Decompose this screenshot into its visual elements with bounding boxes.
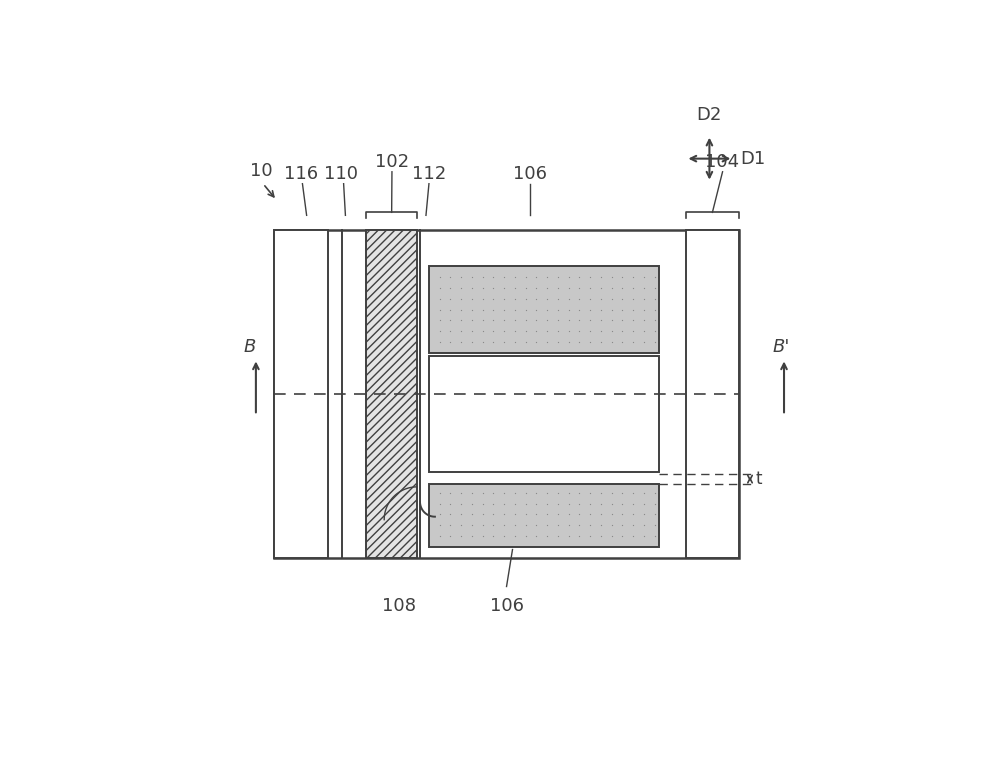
- Bar: [274, 230, 328, 559]
- Text: 106: 106: [490, 598, 524, 615]
- Text: B': B': [772, 338, 790, 356]
- Bar: [429, 266, 659, 353]
- Text: 110: 110: [324, 164, 358, 183]
- Text: 112: 112: [412, 164, 446, 183]
- Text: D2: D2: [697, 106, 722, 124]
- Text: 10: 10: [250, 161, 273, 180]
- Text: 108: 108: [382, 598, 416, 615]
- Text: D1: D1: [740, 150, 766, 167]
- Bar: [366, 230, 417, 559]
- Bar: [366, 230, 417, 559]
- Text: B: B: [244, 338, 256, 356]
- Bar: [686, 230, 739, 559]
- Bar: [429, 484, 659, 546]
- Text: 106: 106: [513, 164, 547, 183]
- Text: t: t: [756, 470, 762, 488]
- Text: 102: 102: [375, 153, 409, 170]
- Text: 104: 104: [705, 153, 740, 170]
- Text: 116: 116: [284, 164, 318, 183]
- Bar: [429, 356, 659, 472]
- Bar: [274, 230, 739, 559]
